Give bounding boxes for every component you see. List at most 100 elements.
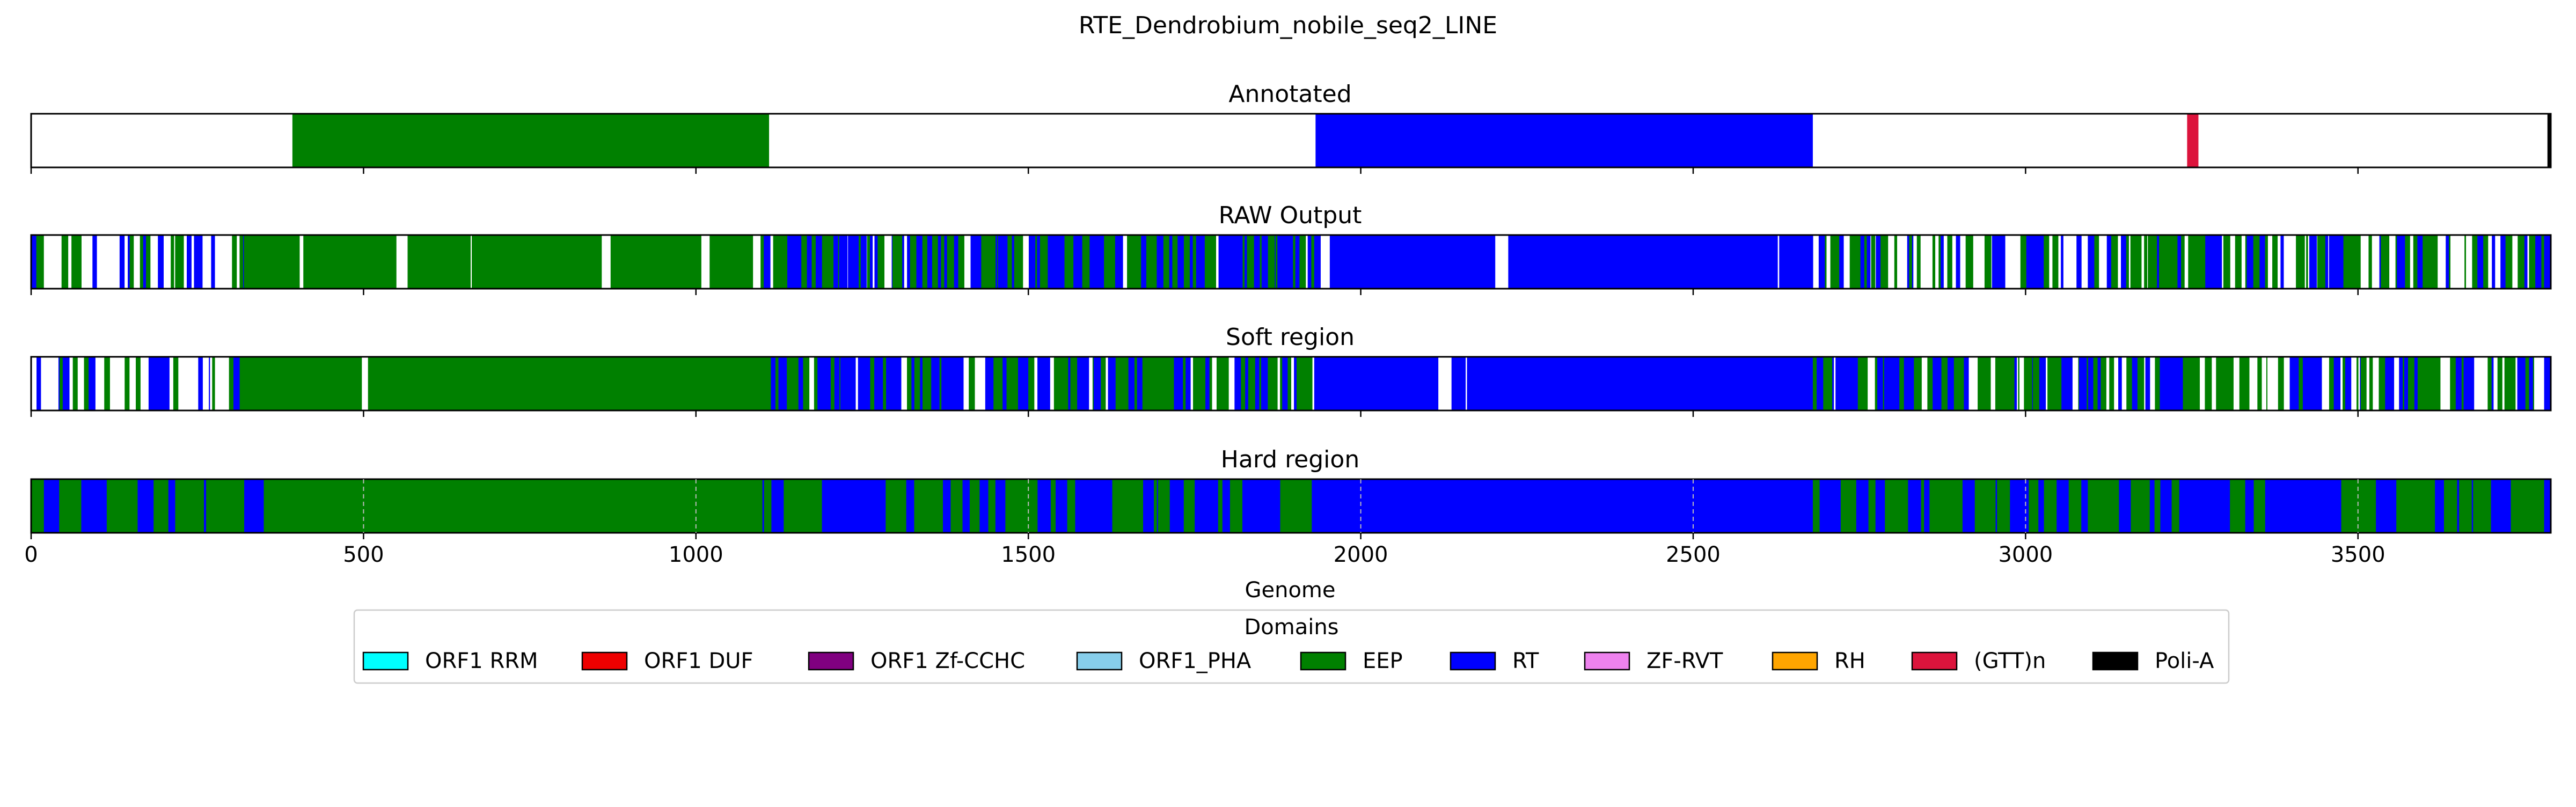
segment-eep — [1168, 357, 1175, 410]
segment-eep — [1311, 235, 1315, 289]
segment-eep — [560, 357, 564, 410]
segment-eep — [1259, 357, 1262, 410]
segment-rt — [2463, 357, 2468, 410]
segment-rt — [1656, 479, 1671, 533]
x-tick-label: 2500 — [1666, 542, 1721, 567]
segment-eep — [2024, 357, 2030, 410]
segment-eep — [516, 235, 526, 289]
segment-rt — [2477, 235, 2484, 289]
segment-eep — [1012, 357, 1019, 410]
segment-eep — [2426, 357, 2429, 410]
segment-eep — [161, 479, 169, 533]
segment-rt — [2493, 479, 2500, 533]
segment-rt — [92, 235, 97, 289]
segment-rt — [2041, 235, 2044, 289]
segment-rt — [1298, 235, 1300, 289]
segment-eep — [438, 357, 441, 410]
segment-rt — [1757, 357, 1760, 410]
segment-eep — [175, 479, 191, 533]
segment-rt — [877, 357, 883, 410]
legend-label: Poli-A — [2155, 649, 2214, 673]
segment-eep — [2145, 479, 2150, 533]
segment-eep — [396, 479, 401, 533]
segment-eep — [1204, 235, 1211, 289]
segment-eep — [78, 235, 82, 289]
segment-eep — [2273, 235, 2278, 289]
segment-rt — [2106, 235, 2112, 289]
segment-eep — [779, 235, 782, 289]
segment-eep — [2413, 235, 2418, 289]
segment-eep — [2296, 235, 2301, 289]
segment-rt — [2385, 357, 2388, 410]
segment-eep — [1932, 235, 1936, 289]
legend-label: RH — [1834, 649, 1865, 673]
segment-eep — [361, 235, 369, 289]
segment-eep — [1210, 235, 1217, 289]
segment-rt — [2121, 235, 2127, 289]
segment-eep — [2168, 235, 2172, 289]
segment-eep — [2070, 479, 2082, 533]
segment-rt — [892, 357, 898, 410]
segment-eep — [2044, 235, 2050, 289]
segment-eep — [1850, 235, 1857, 289]
segment-eep — [950, 235, 955, 289]
segment-eep — [173, 357, 179, 410]
segment-eep — [1241, 357, 1246, 410]
segment-rt — [1439, 479, 1443, 533]
segment-eep — [61, 235, 69, 289]
segment-eep — [892, 235, 898, 289]
segment-eep — [129, 479, 138, 533]
x-tick-label: 3000 — [1998, 542, 2053, 567]
segment-eep — [418, 235, 431, 289]
segment-rt — [1314, 235, 1321, 289]
segment-rt — [2010, 479, 2023, 533]
segment-eep — [692, 479, 702, 533]
segment-eep — [244, 357, 248, 410]
segment-eep — [273, 357, 289, 410]
segment-rt — [1572, 235, 1585, 289]
segment-eep — [658, 235, 660, 289]
segment-eep — [479, 479, 494, 533]
segment-eep — [814, 357, 818, 410]
segment-eep — [1121, 357, 1124, 410]
segment-rt — [36, 357, 41, 410]
segment-rt — [2014, 357, 2017, 410]
segment-rt — [1782, 235, 1789, 289]
segment-rt — [995, 479, 1006, 533]
segment-eep — [474, 357, 486, 410]
segment-rt — [1174, 357, 1180, 410]
segment-rt — [1314, 357, 1319, 410]
legend-swatch — [1076, 651, 1123, 671]
segment-eep — [1053, 357, 1056, 410]
segment-rt — [1679, 357, 1690, 410]
segment-eep — [2186, 357, 2192, 410]
segment-eep — [698, 235, 701, 289]
segment-eep — [1069, 235, 1074, 289]
track-segments — [36, 357, 2551, 410]
segment-eep — [1978, 357, 1982, 410]
segment-eep — [2485, 235, 2489, 289]
segment-rt — [1257, 357, 1260, 410]
track-segments — [292, 114, 2551, 167]
segment-rt — [2492, 235, 2496, 289]
segment-rt — [2313, 357, 2317, 410]
segment-eep — [1248, 357, 1254, 410]
legend-swatch — [581, 651, 628, 671]
segment-rt — [1093, 357, 1096, 410]
segment-eep — [171, 235, 174, 289]
segment-eep — [2193, 357, 2200, 410]
segment-rt — [1441, 235, 1452, 289]
segment-rt — [1474, 235, 1480, 289]
segment-eep — [2509, 357, 2516, 410]
segment-rt — [1282, 357, 1288, 410]
segment-rt — [1736, 357, 1750, 410]
segment-eep — [748, 235, 753, 289]
segment-rt — [1806, 479, 1813, 533]
segment-eep — [687, 235, 699, 289]
segment-eep — [932, 235, 939, 289]
segment-rt — [1266, 235, 1269, 289]
track-soft-region: Soft region — [30, 324, 2552, 417]
segment-eep — [1988, 357, 1991, 410]
segment-rt — [1397, 357, 1399, 410]
segment-eep — [294, 235, 300, 289]
